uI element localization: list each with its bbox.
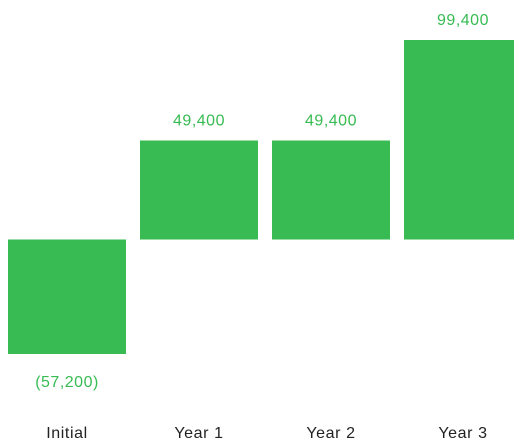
data-label-year-2: 49,400 [305,112,357,129]
category-label-year-1: Year 1 [174,425,223,441]
bar-year-3 [404,40,514,240]
data-label-year-1: 49,400 [173,112,225,129]
data-labels-group: (57,200) 49,400 49,400 99,400 [35,12,489,391]
bars-group [8,40,514,354]
bar-year-2 [272,140,390,240]
data-label-year-3: 99,400 [437,12,489,29]
category-label-initial: Initial [46,425,88,441]
bar-initial [8,239,126,354]
data-label-initial: (57,200) [35,374,99,391]
category-label-year-3: Year 3 [438,425,487,441]
category-labels-group: Initial Year 1 Year 2 Year 3 [46,425,487,441]
bar-year-1 [140,140,258,240]
category-label-year-2: Year 2 [306,425,355,441]
